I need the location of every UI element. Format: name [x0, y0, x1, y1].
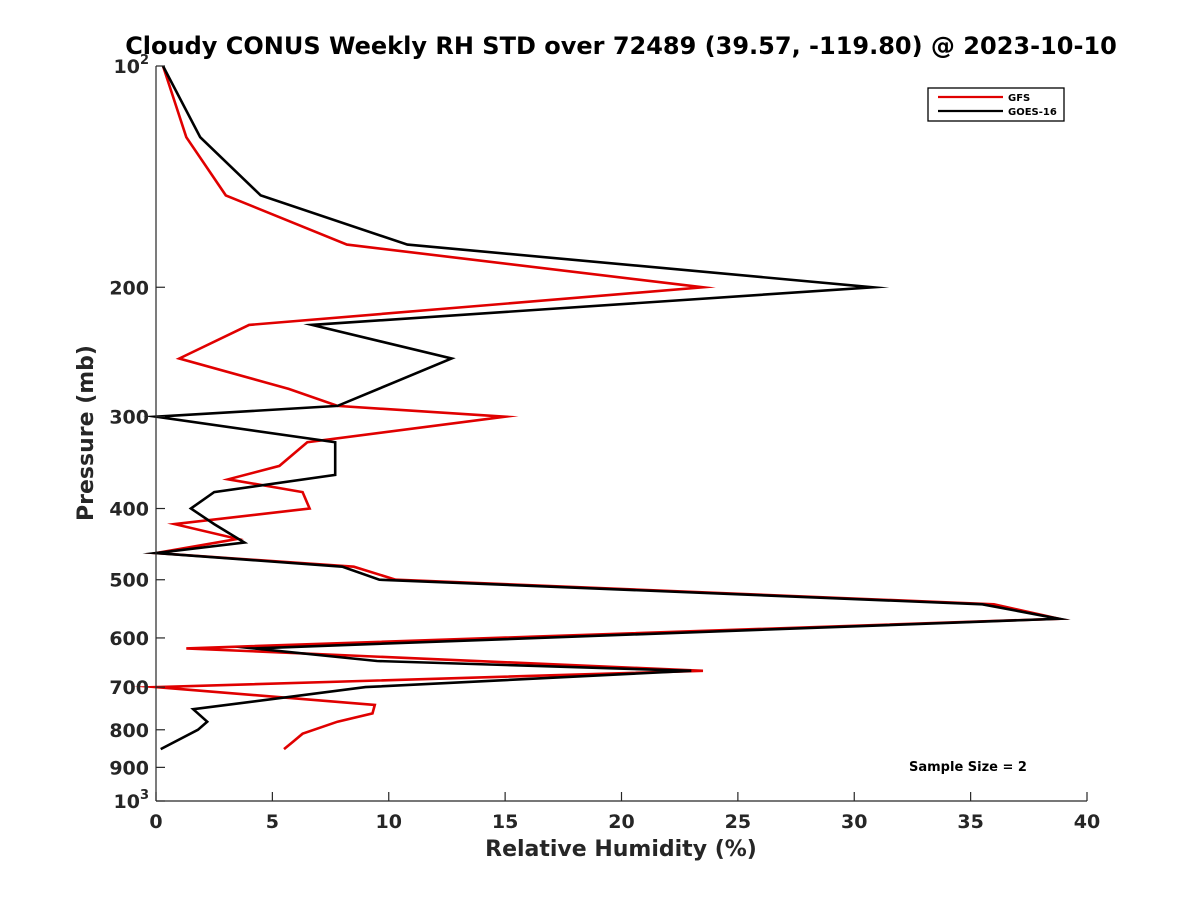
legend-box — [927, 87, 1065, 122]
series-line-goes16 — [142, 65, 1071, 751]
x-tick-label: 35 — [957, 811, 983, 833]
y-tick-label: 500 — [109, 570, 149, 592]
axes-layer — [155, 66, 1087, 802]
x-ticks: 0 5 10 15 20 25 30 35 40 — [149, 792, 1100, 833]
x-axis-label: Relative Humidity (%) — [485, 837, 757, 862]
y-tick-label: 700 — [109, 677, 149, 699]
x-tick-label: 0 — [149, 811, 162, 833]
x-tick-label: 10 — [376, 811, 402, 833]
y-tick-label: 102 — [114, 53, 150, 78]
x-tick-label: 5 — [266, 811, 279, 833]
x-tick-label: 30 — [841, 811, 867, 833]
sample-size-annotation: Sample Size = 2 — [909, 760, 1027, 775]
y-tick-label: 900 — [109, 757, 149, 779]
y-tick-label: 800 — [109, 720, 149, 742]
x-tick-label: 20 — [608, 811, 634, 833]
x-tick-label: 15 — [492, 811, 518, 833]
y-tick-label: 103 — [114, 788, 150, 813]
x-tick-label: 40 — [1074, 811, 1100, 833]
y-tick-label: 300 — [109, 407, 149, 429]
y-tick-label: 600 — [109, 628, 149, 650]
legend[interactable]: GFS GOES-16 — [927, 87, 1065, 122]
y-ticks: 102 200 300 400 500 600 700 800 900 103 — [109, 53, 165, 813]
y-tick-label: 400 — [109, 499, 149, 521]
y-axis-label: Pressure (mb) — [74, 345, 99, 521]
x-tick-label: 25 — [725, 811, 751, 833]
series-layer — [132, 65, 1071, 751]
series-line-gfs — [132, 65, 1070, 751]
y-tick-label: 200 — [109, 277, 149, 299]
chart-title: Cloudy CONUS Weekly RH STD over 72489 (3… — [125, 32, 1117, 60]
legend-label-goes16: GOES-16 — [1008, 107, 1057, 118]
legend-label-gfs: GFS — [1008, 93, 1030, 104]
